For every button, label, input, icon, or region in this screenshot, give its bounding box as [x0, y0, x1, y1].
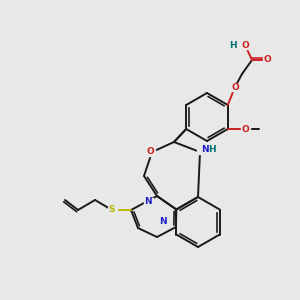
Text: O: O — [231, 82, 239, 91]
Text: O: O — [263, 56, 271, 64]
Bar — [230, 83, 239, 91]
Text: O: O — [241, 124, 249, 134]
Bar — [241, 41, 250, 49]
Text: S: S — [109, 206, 115, 214]
Text: H: H — [229, 40, 237, 50]
Bar — [241, 125, 250, 133]
Bar — [229, 41, 238, 49]
Text: H: H — [208, 146, 216, 154]
Text: O: O — [146, 146, 154, 155]
Text: N: N — [144, 196, 152, 206]
Bar — [143, 197, 152, 205]
Bar — [197, 146, 211, 154]
Bar — [107, 206, 116, 214]
Bar — [262, 56, 272, 64]
Text: O: O — [241, 40, 249, 50]
Bar — [146, 148, 154, 155]
Text: N: N — [159, 218, 167, 226]
Text: N: N — [201, 146, 209, 154]
Bar — [158, 218, 167, 226]
